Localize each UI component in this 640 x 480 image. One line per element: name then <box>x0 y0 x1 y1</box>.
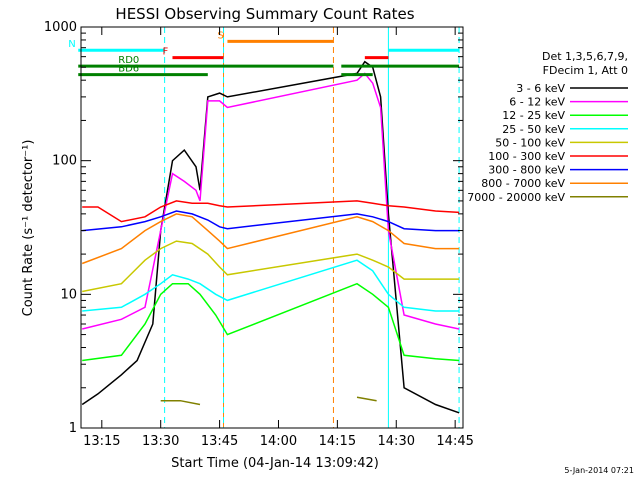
flag-label-4: BD6 <box>118 64 139 75</box>
y-tick-label-0: 1 <box>69 421 77 436</box>
date-stamp: 5-Jan-2014 07:21 <box>564 466 634 475</box>
x-tick-label-2: 13:45 <box>201 434 238 449</box>
flag-label-1: F <box>162 47 168 58</box>
series-line-7-0 <box>81 213 460 265</box>
series-line-1-0 <box>82 72 460 330</box>
series-line-4-0 <box>82 240 460 293</box>
legend-entry-7: 800 - 7000 keV <box>481 177 565 190</box>
legend-header-0: Det 1,3,5,6,7,9, <box>542 50 628 63</box>
chart-title: HESSI Observing Summary Count Rates <box>115 5 414 23</box>
flag-label-2: S <box>217 30 223 41</box>
plot-frame <box>80 26 464 429</box>
series-line-2-0 <box>82 282 460 362</box>
legend-entry-8: 7000 - 20000 keV <box>467 191 565 204</box>
x-tick-label-3: 14:00 <box>260 434 297 449</box>
x-tick-label-1: 13:30 <box>142 434 179 449</box>
series-line-3-0 <box>82 259 460 312</box>
x-tick-label-4: 14:15 <box>319 434 356 449</box>
x-tick-label-6: 14:45 <box>436 434 473 449</box>
legend-entry-6: 300 - 800 keV <box>488 164 565 177</box>
axes: 13:15 13:30 13:45 14:00 14:15 14:30 14:45 1 10 10… <box>44 20 474 449</box>
series-line-0-0 <box>81 60 460 414</box>
y-tick-label-2: 100 <box>52 154 77 169</box>
legend-entry-3: 25 - 50 keV <box>502 123 565 136</box>
flag-label-3: RD0 <box>118 55 139 66</box>
x-axis-label: Start Time (04-Jan-14 13:09:42) <box>171 456 379 471</box>
y-axis-label: Count Rate (s⁻¹ detector⁻¹) <box>21 140 36 317</box>
legend-entry-4: 50 - 100 keV <box>495 136 565 149</box>
series-line-6-0 <box>82 210 460 232</box>
series-line-5-0 <box>82 200 460 223</box>
series-line-8-0 <box>160 399 201 406</box>
x-tick-label-0: 13:15 <box>83 434 120 449</box>
series-line-8-1 <box>356 396 377 402</box>
legend-entry-5: 100 - 300 keV <box>488 150 565 163</box>
x-tick-label-5: 14:30 <box>378 434 415 449</box>
legend-entry-1: 6 - 12 keV <box>509 96 565 109</box>
y-tick-label-1: 10 <box>60 287 77 302</box>
legend-header-1: FDecim 1, Att 0 <box>543 64 628 77</box>
y-tick-label-3: 1000 <box>44 20 77 35</box>
legend-entry-0: 3 - 6 keV <box>516 82 565 95</box>
legend: Det 1,3,5,6,7,9,FDecim 1, Att 0 3 - 6 keV… <box>467 50 628 204</box>
flag-label-0: N <box>68 39 75 50</box>
legend-entry-2: 12 - 25 keV <box>502 109 565 122</box>
